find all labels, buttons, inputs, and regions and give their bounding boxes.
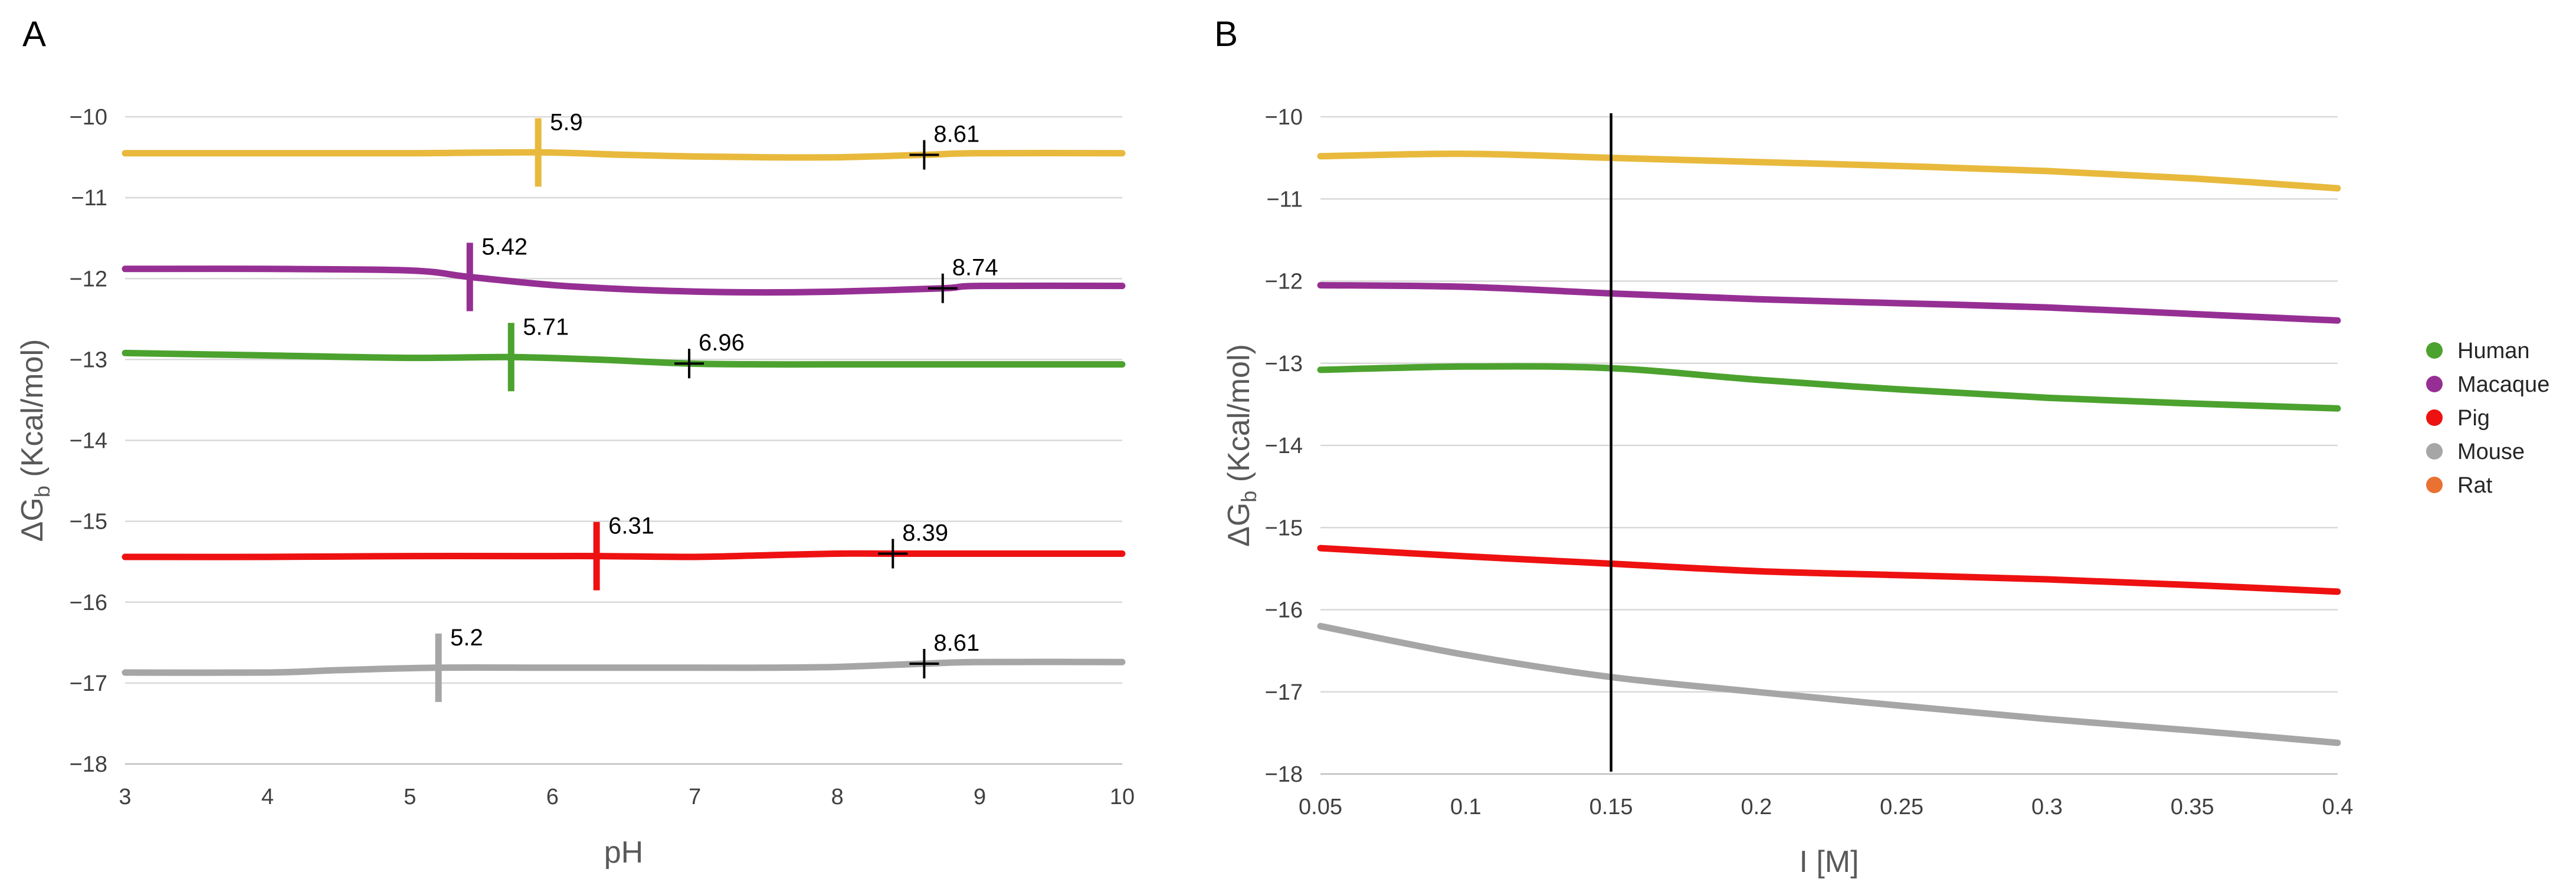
pka-annotation: 6.96	[699, 330, 745, 356]
x-tick-label: 0.25	[1880, 795, 1923, 819]
y-axis-title-subscript: b	[1237, 491, 1261, 503]
pka-annotation: 5.71	[523, 314, 569, 340]
x-tick-label: 5	[404, 785, 416, 809]
legend-label-pig: Pig	[2457, 406, 2490, 431]
x-tick-label: 0.05	[1299, 795, 1342, 819]
x-tick-label: 4	[261, 785, 274, 809]
pka-annotation: 6.31	[608, 513, 654, 539]
x-tick-label: 8	[831, 785, 844, 809]
legend-label-human: Human	[2457, 339, 2530, 363]
y-tick-label: −15	[70, 510, 107, 534]
panel-a-chart: A −18 −17 −16 −15 −14 −13 −12 −11 −10 3 4 5 6 7 8 9 10 pH Δ…	[15, 14, 1135, 870]
pka-annotation: 5.2	[450, 625, 483, 651]
series-line-macaque	[1317, 282, 2341, 324]
panel-b-chart: B −18 −17 −16 −15 −14 −13 −12 −11 −10 0.05 0.1 0.15 0…	[1214, 14, 2353, 879]
series-line-pig	[1317, 545, 2341, 595]
x-tick-label: 0.35	[2171, 795, 2214, 819]
x-tick-label: 9	[974, 785, 986, 809]
pka-annotation: 8.61	[933, 121, 979, 147]
legend-label-mouse: Mouse	[2457, 440, 2525, 464]
y-tick-label: −14	[1265, 434, 1303, 458]
y-tick-label: −17	[70, 671, 107, 696]
pka-annotation: 5.9	[550, 109, 583, 135]
x-tick-label: 0.1	[1450, 795, 1482, 819]
panel-label: A	[22, 14, 46, 54]
y-axis-title: ΔGb (Kcal/mol)	[1222, 344, 1261, 547]
legend-marker-macaque	[2426, 376, 2443, 392]
y-axis-title: ΔGb (Kcal/mol)	[15, 339, 54, 542]
legend: Human Macaque Pig Mouse Rat	[2426, 339, 2549, 498]
y-tick-label: −13	[70, 347, 107, 372]
y-tick-label: −16	[70, 591, 107, 615]
x-axis-title: I [M]	[1799, 845, 1859, 879]
series-line-mouse	[122, 658, 1126, 676]
y-tick-label: −16	[1265, 598, 1303, 623]
y-axis-title-unit: (Kcal/mol)	[1222, 344, 1256, 490]
series-line-pig	[122, 550, 1126, 560]
y-tick-label: −13	[1265, 352, 1303, 376]
pka-annotation: 8.39	[902, 520, 948, 546]
legend-label-macaque: Macaque	[2457, 372, 2549, 397]
y-tick-label: −18	[1265, 762, 1303, 787]
x-tick-label: 0.3	[2031, 795, 2063, 819]
y-tick-label: −17	[1265, 680, 1303, 705]
series-line-human	[1317, 363, 2341, 412]
y-axis-title-subscript: b	[30, 486, 54, 497]
y-tick-label: −12	[1265, 270, 1303, 294]
x-tick-label: 0.4	[2322, 795, 2354, 819]
legend-marker-human	[2426, 342, 2443, 359]
x-tick-label: 10	[1110, 785, 1135, 809]
panel-label: B	[1214, 14, 1238, 54]
y-tick-label: −15	[1265, 516, 1303, 540]
x-tick-label: 6	[546, 785, 559, 809]
y-axis-title-unit: (Kcal/mol)	[15, 339, 50, 486]
y-axis-title-main: ΔG	[15, 497, 50, 542]
series-line-rat	[122, 149, 1126, 161]
x-tick-label: 0.15	[1589, 795, 1633, 819]
legend-label-rat: Rat	[2457, 473, 2493, 498]
x-axis-title: pH	[604, 835, 643, 870]
y-axis-title-main: ΔG	[1222, 503, 1256, 547]
legend-marker-mouse	[2426, 443, 2443, 460]
series-line-mouse	[1317, 622, 2341, 746]
x-tick-label: 7	[689, 785, 701, 809]
legend-marker-pig	[2426, 409, 2443, 426]
y-tick-label: −11	[71, 186, 107, 211]
y-tick-label: −10	[1265, 105, 1303, 130]
y-tick-label: −10	[70, 105, 107, 130]
x-tick-label: 0.2	[1741, 795, 1772, 819]
y-tick-label: −14	[70, 429, 107, 454]
y-tick-label: −12	[70, 267, 107, 291]
series-line-human	[122, 349, 1126, 368]
x-tick-label: 3	[119, 785, 131, 809]
y-tick-label: −18	[70, 752, 107, 777]
series-line-rat	[1317, 150, 2341, 192]
legend-marker-rat	[2426, 477, 2443, 493]
y-tick-label: −11	[1266, 187, 1303, 212]
pka-annotation: 8.74	[952, 255, 998, 281]
pka-annotation: 8.61	[933, 630, 979, 656]
pka-annotation: 5.42	[481, 234, 527, 260]
